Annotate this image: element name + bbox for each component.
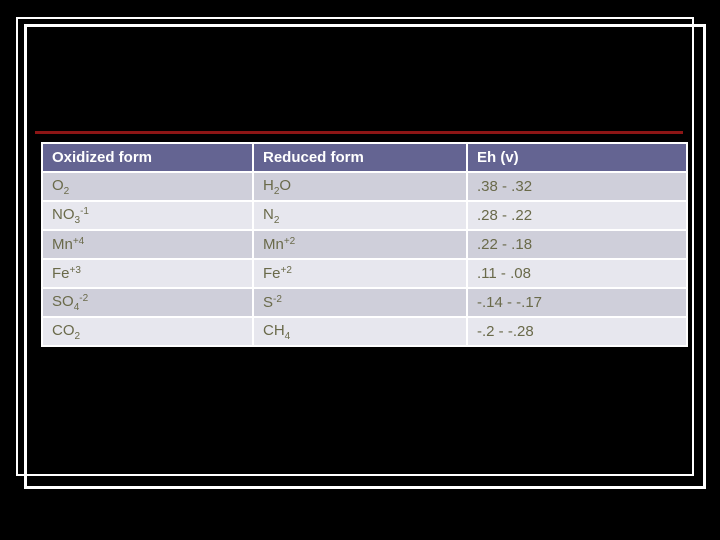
column-header-2: Eh (v) bbox=[466, 142, 688, 173]
formula-text: NO bbox=[52, 205, 75, 223]
eh-value-cell: .28 - .22 bbox=[466, 200, 688, 231]
formula-text: CH bbox=[263, 321, 285, 339]
formula-text: Fe bbox=[263, 265, 281, 282]
table-row: Mn+4 Mn+2.22 - .18 bbox=[41, 229, 688, 260]
formula-text: .38 - .32 bbox=[477, 178, 533, 195]
superscript: +3 bbox=[69, 265, 81, 276]
subscript: 2 bbox=[63, 185, 70, 197]
title-rule bbox=[35, 131, 683, 134]
column-header-0: Oxidized form bbox=[41, 142, 254, 173]
chemical-formula-cell: Mn+4 bbox=[41, 229, 254, 260]
eh-value-cell: .38 - .32 bbox=[466, 171, 688, 202]
eh-value-cell: .11 - .08 bbox=[466, 258, 688, 289]
subscript: 2 bbox=[74, 330, 81, 342]
redox-potential-table: Oxidized form Reduced form Eh (v) O2 H2O .38… bbox=[41, 142, 688, 347]
eh-value-cell: -.2 - -.28 bbox=[466, 316, 688, 347]
table-row: NO3-1 N2.28 - .22 bbox=[41, 200, 688, 231]
superscript: +4 bbox=[72, 236, 85, 247]
slide-frame-outer bbox=[16, 17, 694, 476]
formula-text: .22 - .18 bbox=[477, 236, 533, 253]
superscript: -2 bbox=[273, 294, 282, 305]
formula-text: S bbox=[263, 294, 274, 311]
table-row: Fe+3 Fe+2.11 - .08 bbox=[41, 258, 688, 289]
formula-text: Mn bbox=[52, 236, 73, 253]
chemical-formula-cell: O2 bbox=[41, 171, 254, 202]
chemical-formula-cell: Fe+3 bbox=[41, 258, 254, 289]
formula-text: -.14 - -.17 bbox=[477, 294, 543, 311]
slide-frame-inner bbox=[24, 24, 706, 489]
formula-text: .28 - .22 bbox=[477, 207, 533, 224]
subscript: 3 bbox=[74, 214, 81, 226]
chemical-formula-cell: CO2 bbox=[41, 316, 254, 347]
subscript: 2 bbox=[273, 185, 280, 197]
chemical-formula-cell: Fe+2 bbox=[252, 258, 468, 289]
formula-text: N bbox=[263, 205, 274, 223]
formula-text: -.2 - -.28 bbox=[477, 323, 534, 340]
eh-value-cell: .22 - .18 bbox=[466, 229, 688, 260]
chemical-formula-cell: N2 bbox=[252, 200, 468, 231]
formula-text: O bbox=[52, 176, 64, 194]
superscript: -1 bbox=[80, 205, 89, 217]
eh-value-cell: -.14 - -.17 bbox=[466, 287, 688, 318]
table-row: SO4-2 S-2 -.14 - -.17 bbox=[41, 287, 688, 318]
table-body: O2 H2O .38 - .32 NO3-1 N2.28 - .22 Mn+4 Mn+2.2… bbox=[41, 171, 688, 347]
formula-text: Fe bbox=[52, 265, 70, 282]
formula-text: .11 - .08 bbox=[477, 265, 531, 282]
chemical-formula-cell: NO3-1 bbox=[41, 200, 254, 231]
chemical-formula-cell: Mn+2 bbox=[252, 229, 468, 260]
chemical-formula-cell: S-2 bbox=[252, 287, 468, 318]
formula-text: O bbox=[279, 176, 292, 194]
superscript: +2 bbox=[280, 265, 292, 276]
formula-text: H bbox=[263, 176, 274, 194]
subscript: 2 bbox=[273, 214, 280, 226]
column-header-1: Reduced form bbox=[252, 142, 468, 173]
superscript: -2 bbox=[79, 292, 89, 304]
chemical-formula-cell: CH4 bbox=[252, 316, 468, 347]
subscript: 4 bbox=[73, 301, 80, 313]
table-header-row: Oxidized form Reduced form Eh (v) bbox=[41, 142, 688, 173]
table-row: O2 H2O .38 - .32 bbox=[41, 171, 688, 202]
chemical-formula-cell: SO4-2 bbox=[41, 287, 254, 318]
formula-text: Mn bbox=[263, 236, 284, 253]
subscript: 4 bbox=[284, 330, 291, 342]
formula-text: CO bbox=[52, 321, 75, 339]
table-row: CO2 CH4 -.2 - -.28 bbox=[41, 316, 688, 347]
formula-text: SO bbox=[52, 292, 74, 310]
superscript: +2 bbox=[283, 236, 296, 247]
chemical-formula-cell: H2O bbox=[252, 171, 468, 202]
